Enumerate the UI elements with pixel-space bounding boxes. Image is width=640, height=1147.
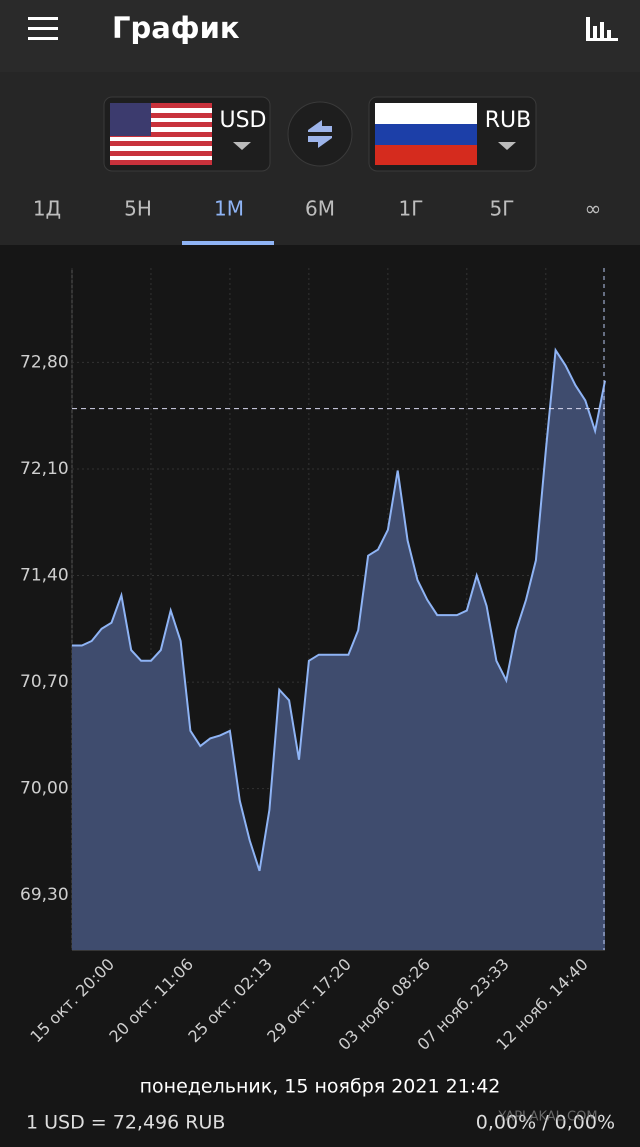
chart: 69,30 70,00 70,70 71,40 72,10 72,80 15 окт. 20… <box>20 268 606 1054</box>
y-tick-label: 69,30 <box>20 885 69 905</box>
x-tick-label: 25 окт. 02:13 <box>184 955 276 1047</box>
rate-label: 1 USD = 72,496 RUB <box>26 1112 225 1134</box>
y-tick-label: 72,80 <box>20 352 69 372</box>
date-label: понедельник, 15 ноября 2021 21:42 <box>140 1076 501 1098</box>
usa-flag <box>110 103 212 165</box>
swap-icon <box>308 120 332 148</box>
y-tick-label: 71,40 <box>20 566 69 586</box>
to-code: RUB <box>485 108 531 133</box>
swap-button[interactable] <box>287 101 353 167</box>
from-code: USD <box>219 108 266 133</box>
tab[interactable]: 1Г <box>399 197 424 221</box>
tab-indicator <box>182 241 274 245</box>
x-tick-label: 15 окт. 20:00 <box>26 955 118 1047</box>
chart-icon[interactable] <box>586 17 618 41</box>
app-bar <box>0 0 640 72</box>
menu-icon[interactable] <box>28 17 58 40</box>
y-tick-label: 72,10 <box>20 459 69 479</box>
tab[interactable]: 5Г <box>490 197 515 221</box>
x-tick-label: 20 окт. 11:06 <box>105 955 197 1047</box>
tab[interactable]: 5Н <box>124 197 152 221</box>
x-tick-label: 29 окт. 17:20 <box>263 955 355 1047</box>
dropdown-arrow <box>498 142 516 150</box>
tabs: 1Д 5Н 1М 6М 1Г 5Г ∞ <box>33 197 602 245</box>
tab[interactable]: 1М <box>214 197 244 221</box>
russia-flag <box>375 103 477 165</box>
tab[interactable]: 1Д <box>33 197 61 221</box>
watermark: YAPLAKAL.COM <box>497 1110 597 1125</box>
page-title: График <box>112 11 240 45</box>
change-label: 0,00% / 0,00% <box>476 1112 615 1134</box>
tab[interactable]: ∞ <box>585 197 602 221</box>
tab[interactable]: 6М <box>305 197 335 221</box>
area <box>72 350 605 950</box>
dropdown-arrow <box>233 142 251 150</box>
y-tick-label: 70,00 <box>20 779 69 799</box>
line <box>72 347 606 872</box>
y-tick-label: 70,70 <box>20 672 69 692</box>
